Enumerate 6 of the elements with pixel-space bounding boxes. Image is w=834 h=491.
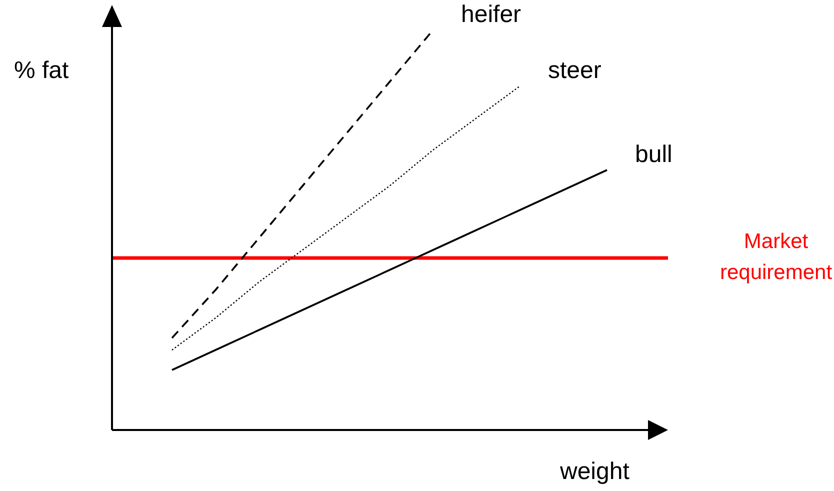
y-axis-title: % fat xyxy=(14,57,70,84)
series-label: heifer xyxy=(461,1,522,28)
x-axis-title: weight xyxy=(559,458,630,485)
ref-line-label: Market requirement xyxy=(720,230,832,284)
series-label: bull xyxy=(635,141,672,168)
series-label: steer xyxy=(548,57,602,84)
